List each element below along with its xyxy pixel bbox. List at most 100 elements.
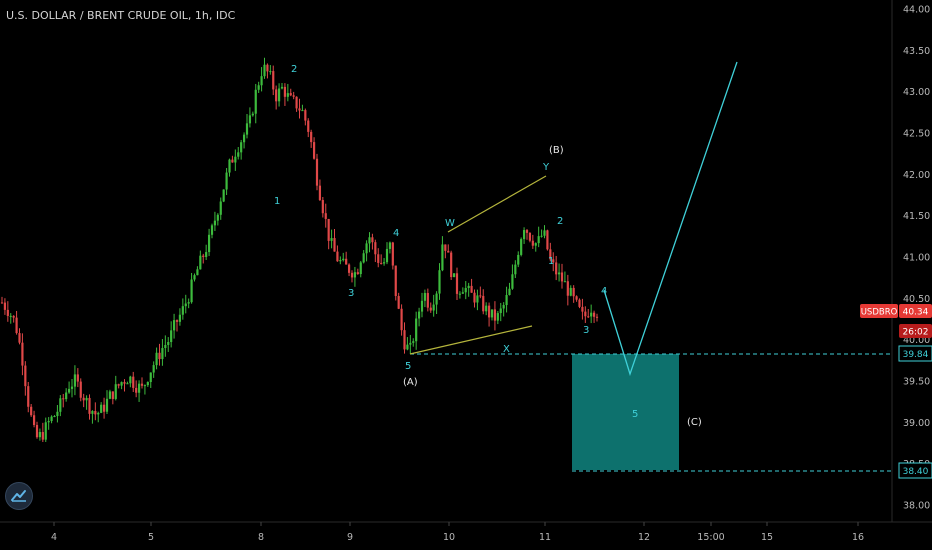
candles xyxy=(0,57,599,443)
candle-body xyxy=(578,299,581,307)
candle-body xyxy=(517,254,520,265)
candle-body xyxy=(587,316,590,318)
candle-body xyxy=(511,274,514,289)
candle-body xyxy=(149,372,152,383)
candle-body xyxy=(499,308,502,314)
candle-body xyxy=(283,86,287,97)
candle-body xyxy=(537,236,540,244)
candle-body xyxy=(105,398,109,412)
candle-body xyxy=(575,296,578,300)
candle-body xyxy=(85,397,88,401)
tradingview-logo[interactable] xyxy=(5,482,33,510)
candle-body xyxy=(365,243,368,254)
candle-body xyxy=(277,88,281,102)
candle-body xyxy=(18,333,21,343)
candle-body xyxy=(333,238,336,252)
candle-body xyxy=(452,273,456,278)
candle-body xyxy=(196,269,199,276)
candle-body xyxy=(552,259,555,263)
candle-body xyxy=(447,250,450,253)
candle-body xyxy=(102,404,106,412)
candle-body xyxy=(450,252,453,278)
wave-label-y: Y xyxy=(542,162,550,173)
wave-label-3b: 3 xyxy=(583,325,589,336)
candle-body xyxy=(193,275,196,280)
candle-body xyxy=(135,387,138,393)
candle-body xyxy=(146,382,149,386)
candle-body xyxy=(555,262,558,275)
candle-body xyxy=(409,342,412,345)
candle-body xyxy=(318,185,322,201)
time-tick-label: 9 xyxy=(347,532,353,543)
candle-body xyxy=(129,376,132,384)
candle-body xyxy=(30,406,33,416)
candle-body xyxy=(0,302,4,304)
candle-body xyxy=(21,342,24,366)
wave-label-2b: 2 xyxy=(557,216,563,227)
time-tick-label: 15 xyxy=(761,532,773,543)
candle-body xyxy=(522,230,526,240)
candle-body xyxy=(572,287,575,297)
candle-body xyxy=(181,306,184,315)
candle-body xyxy=(15,317,18,334)
candle-body xyxy=(137,383,141,393)
candle-body xyxy=(359,262,362,275)
candle-body xyxy=(289,93,292,96)
price-tick-label: 39.50 xyxy=(903,377,930,388)
candle-body xyxy=(120,382,123,386)
candle-body xyxy=(496,313,499,321)
candle-body xyxy=(327,218,330,241)
candle-body xyxy=(417,311,421,319)
candle-body xyxy=(467,285,470,289)
candle-body xyxy=(581,306,584,312)
lower-level-text: 38.40 xyxy=(903,467,929,477)
candle-body xyxy=(543,230,546,236)
candle-body xyxy=(9,315,12,317)
price-tick-label: 38.00 xyxy=(903,501,930,512)
candle-body xyxy=(272,71,275,90)
wave-label-w: W xyxy=(445,218,455,229)
price-tick-label: 39.00 xyxy=(903,418,930,429)
time-tick-label: 16 xyxy=(852,532,864,543)
candle-body xyxy=(170,330,173,343)
channel-upper-line xyxy=(447,175,547,233)
price-axis[interactable]: 44.00 43.50 43.00 42.50 42.00 41.50 41.00 40.50… xyxy=(903,5,930,512)
price-tag-last: 40.34 xyxy=(899,304,932,318)
candle-body xyxy=(251,113,254,116)
candle-body xyxy=(59,398,62,412)
candle-body xyxy=(397,296,400,309)
candle-body xyxy=(222,189,225,202)
candle-body xyxy=(44,422,47,440)
candle-body xyxy=(254,89,257,114)
candle-body xyxy=(420,300,424,312)
candle-body xyxy=(345,258,348,265)
candle-body xyxy=(164,344,167,349)
candle-body xyxy=(595,316,599,318)
candle-body xyxy=(117,384,120,386)
candle-body xyxy=(213,220,217,226)
candle-body xyxy=(228,159,231,173)
candle-body xyxy=(73,374,77,387)
candle-body xyxy=(514,264,517,275)
wave-label-3: 3 xyxy=(348,288,354,299)
candle-body xyxy=(546,230,549,250)
candle-body xyxy=(27,386,30,407)
candle-body xyxy=(423,293,427,301)
symbol-tag-text: USDBRO xyxy=(861,308,898,318)
wave-label-5: 5 xyxy=(405,361,411,372)
candle-body xyxy=(155,352,158,366)
last-price-text: 40.34 xyxy=(903,308,929,318)
price-tick-label: 43.00 xyxy=(903,87,930,98)
candle-body xyxy=(47,421,50,423)
candle-body xyxy=(248,115,252,124)
time-axis[interactable]: 4 5 8 9 10 11 12 15:00 15 16 xyxy=(51,522,864,543)
upper-level-text: 39.84 xyxy=(903,350,929,360)
candle-body xyxy=(292,95,295,97)
candle-body xyxy=(234,156,237,163)
candle-body xyxy=(199,255,202,270)
candle-body xyxy=(32,415,36,425)
candle-body xyxy=(406,344,409,350)
candle-body xyxy=(184,303,187,307)
candle-body xyxy=(560,272,564,282)
